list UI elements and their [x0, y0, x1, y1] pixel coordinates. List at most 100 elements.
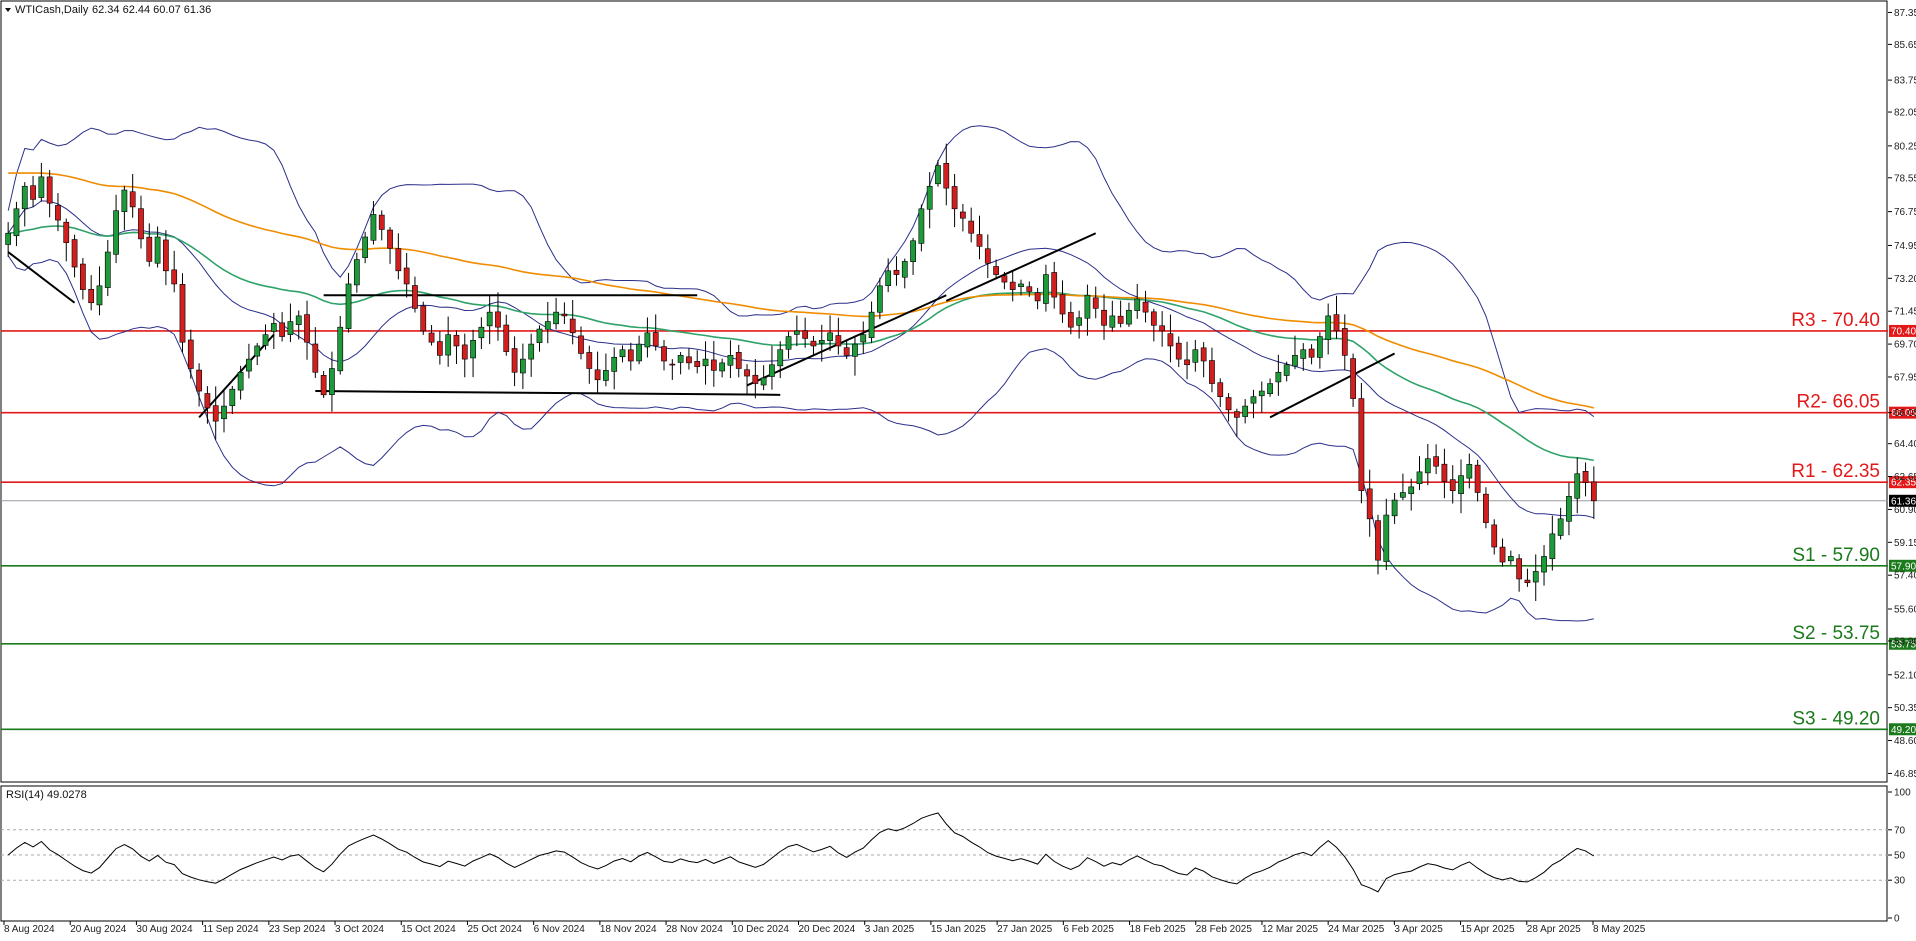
candle-body	[1416, 471, 1423, 485]
ohlc-readout: 62.34 62.44 60.07 61.36	[92, 4, 211, 16]
candle-body	[337, 326, 344, 372]
candle	[1491, 519, 1498, 555]
candle-body	[445, 334, 452, 356]
time-tick-label: 28 Nov 2024	[666, 924, 723, 935]
trend-line	[7, 251, 76, 304]
candle	[868, 301, 875, 344]
candle-body	[1590, 481, 1597, 502]
candle-body	[1101, 309, 1107, 326]
candle	[1134, 283, 1141, 319]
time-tick-label: 8 May 2025	[1593, 924, 1646, 935]
candle	[760, 365, 767, 391]
time-tick-label: 15 Apr 2025	[1461, 924, 1515, 935]
candle	[1059, 280, 1066, 323]
candle-body	[669, 363, 676, 366]
level-label: R1 - 62.35	[1791, 461, 1880, 482]
candle-body	[586, 352, 593, 369]
candle	[146, 223, 153, 267]
time-tick-label: 15 Oct 2024	[401, 924, 456, 935]
candle-body	[802, 330, 809, 339]
time-tick-label: 18 Nov 2024	[600, 924, 657, 935]
candle	[536, 325, 543, 352]
candle-body	[246, 358, 252, 372]
candle	[561, 302, 568, 325]
candle-body	[237, 371, 244, 391]
candle-body	[760, 377, 767, 386]
candle	[619, 345, 626, 363]
price-tick-label: 82.05	[1894, 108, 1916, 119]
time-tick-label: 6 Nov 2024	[534, 924, 586, 935]
candle-body	[1491, 524, 1498, 548]
rsi-panel-frame	[0, 785, 1888, 922]
candle-body	[312, 343, 319, 373]
candle	[1275, 354, 1282, 396]
candle	[1101, 294, 1107, 340]
candle	[1283, 361, 1290, 382]
candle	[345, 272, 352, 333]
candle-body	[71, 239, 78, 268]
candle	[993, 259, 999, 280]
candle	[221, 390, 227, 433]
price-tick-label: 85.65	[1894, 40, 1916, 51]
candle-body	[578, 335, 584, 354]
candle-body	[196, 369, 202, 392]
symbol-title: WTICash,Daily	[15, 4, 89, 16]
candle	[187, 329, 194, 379]
candle	[901, 258, 908, 289]
trend-line	[198, 334, 275, 419]
candle-body	[221, 405, 227, 420]
candle-body	[1366, 488, 1373, 520]
main-panel-frame	[0, 0, 1888, 783]
candle	[329, 351, 335, 412]
candle	[1026, 281, 1033, 297]
price-tick-label: 78.55	[1894, 173, 1916, 184]
candle-body	[470, 340, 476, 359]
candle	[1159, 311, 1166, 347]
candle	[818, 324, 825, 362]
candle	[312, 327, 319, 378]
candle-body	[1458, 475, 1464, 494]
candle-body	[719, 362, 726, 372]
candle	[511, 336, 518, 387]
candle	[1126, 302, 1132, 327]
candle-body	[1391, 499, 1398, 517]
level-label: S3 - 49.20	[1792, 708, 1880, 729]
rsi-tick-label: 70	[1894, 825, 1906, 836]
candle	[935, 159, 941, 187]
candle	[478, 317, 485, 350]
candle	[362, 231, 369, 264]
candle	[113, 194, 119, 264]
candle	[876, 277, 883, 320]
candle	[1200, 342, 1207, 378]
trend-line	[315, 390, 781, 396]
candle-body	[428, 332, 435, 343]
level-label: R2- 66.05	[1797, 392, 1880, 413]
candle	[428, 325, 435, 346]
candle	[1175, 336, 1182, 368]
candle	[1557, 507, 1564, 540]
candle-body	[885, 270, 892, 286]
candle-body	[968, 220, 975, 234]
candle	[1067, 301, 1074, 335]
candle-body	[55, 205, 61, 221]
candle-body	[1507, 556, 1514, 562]
candle	[1358, 382, 1365, 504]
candle-body	[1466, 464, 1473, 479]
candle	[1375, 514, 1381, 575]
candle	[785, 331, 792, 359]
candle	[320, 371, 327, 398]
candle	[544, 301, 551, 344]
level-badge	[1889, 406, 1916, 419]
level-badge	[1889, 637, 1916, 650]
price-tick-label: 50.35	[1894, 703, 1916, 714]
candle	[1582, 462, 1589, 497]
candle	[1117, 300, 1124, 328]
candle	[885, 258, 892, 293]
candle-body	[254, 345, 261, 357]
panel-menu-icon[interactable]	[5, 8, 11, 12]
level-badge-value: 53.75	[1891, 639, 1916, 650]
candle	[1209, 347, 1215, 393]
level-badge-value: 62.35	[1891, 478, 1916, 489]
trend-lines	[7, 232, 1396, 419]
